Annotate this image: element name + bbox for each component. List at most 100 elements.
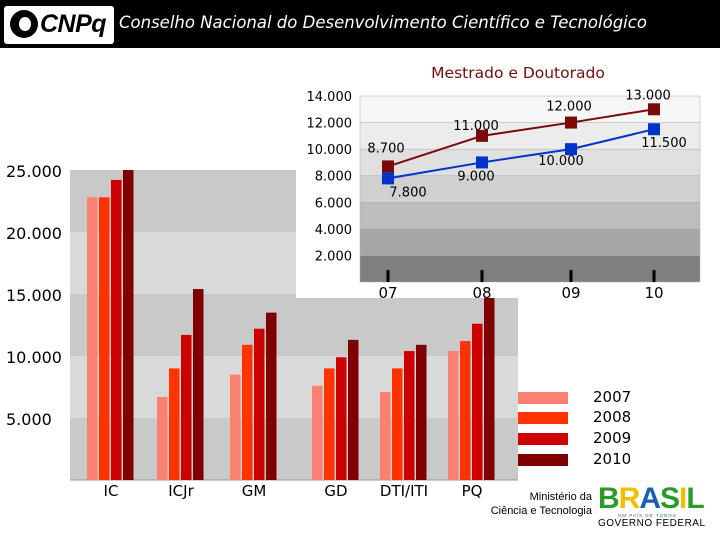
bar-2010-dti-iti xyxy=(416,344,427,480)
bar-chart-bars xyxy=(87,170,495,481)
bar-2009-icjr xyxy=(181,334,192,480)
line-point-mestrado xyxy=(565,116,577,129)
bar-2008-gm xyxy=(242,344,253,480)
bar-chart-y-axis: 5.000 10.000 15.000 20.000 25.000 xyxy=(6,162,62,429)
line-chart-band xyxy=(359,255,701,283)
legend-label-2007: 2007 xyxy=(593,388,632,406)
bar-y-tick-label: 20.000 xyxy=(6,224,62,243)
cnpq-logo: CNPq xyxy=(4,6,114,44)
legend-label-2009: 2009 xyxy=(593,429,632,447)
bar-x-tick-label-ic: IC xyxy=(104,482,119,500)
line-point-doutorado xyxy=(382,172,394,185)
line-data-label-mestrado: 12.000 xyxy=(546,100,592,115)
bar-2010-gm xyxy=(266,312,277,480)
bar-chart-band xyxy=(70,294,518,356)
line-point-mestrado xyxy=(382,160,394,173)
line-point-doutorado xyxy=(476,156,488,169)
bar-2007-icjr xyxy=(157,396,168,480)
legend-swatch-2007 xyxy=(518,392,568,404)
bar-x-tick-label-icjr: ICJr xyxy=(168,482,194,500)
line-chart-inset: 2.000 4.000 6.000 8.000 10.000 12.000 14.000 0… xyxy=(296,48,720,302)
ministry-line-1: Ministério da xyxy=(529,491,592,503)
line-chart-data-labels: 8.700 11.000 12.000 13.000 7.800 9.000 10.000 1… xyxy=(367,88,686,200)
cnpq-logo-icon xyxy=(10,10,38,38)
cnpq-logo-text: CNPq xyxy=(40,10,107,38)
bar-2008-pq xyxy=(460,341,471,480)
legend-label-2010: 2010 xyxy=(593,450,632,468)
bar-2007-gm xyxy=(230,374,241,480)
ministry-line-2: Ciência e Tecnologia xyxy=(490,505,592,517)
line-chart-band xyxy=(359,148,701,176)
bar-x-tick-label-dti-iti: DTI/ITI xyxy=(380,482,428,500)
line-data-label-mestrado: 11.000 xyxy=(453,119,499,134)
bar-2007-pq xyxy=(448,351,459,480)
line-y-tick-label: 4.000 xyxy=(315,223,352,238)
legend-item-2008: 2008 xyxy=(518,408,718,430)
line-y-tick-label: 8.000 xyxy=(315,170,352,185)
line-y-tick-label: 2.000 xyxy=(315,249,352,264)
line-x-tick-label: 09 xyxy=(561,284,580,302)
bar-2008-gd xyxy=(324,368,335,480)
bar-y-tick-label: 25.000 xyxy=(6,162,62,181)
line-series-doutorado xyxy=(387,128,655,180)
bar-chart-band xyxy=(70,356,518,418)
line-point-doutorado xyxy=(648,123,660,136)
bar-chart-band xyxy=(70,418,518,480)
bar-2010-pq xyxy=(484,292,495,480)
legend-item-2007: 2007 xyxy=(518,388,718,410)
bar-x-tick-label-pq: PQ xyxy=(462,482,483,500)
bar-x-tick-label-gm: GM xyxy=(242,482,267,500)
line-series-mestrado xyxy=(387,108,655,168)
line-x-tick-label: 08 xyxy=(472,284,491,302)
bar-2009-ic xyxy=(111,179,122,481)
bar-y-tick-label: 15.000 xyxy=(6,286,62,305)
line-y-tick-label: 6.000 xyxy=(315,196,352,211)
line-x-tick-label: 07 xyxy=(378,284,397,302)
bar-x-tick-label-gd: GD xyxy=(324,482,347,500)
bar-2008-dti-iti xyxy=(392,368,403,480)
line-chart-title: Mestrado e Doutorado xyxy=(431,64,605,82)
legend-swatch-2010 xyxy=(518,454,568,466)
line-chart-series xyxy=(382,103,660,185)
ministry-label: Ministério da Ciência e Tecnologia xyxy=(470,490,592,518)
page-title: Conselho Nacional do Desenvolvimento Cie… xyxy=(119,13,647,32)
line-point-mestrado xyxy=(476,129,488,142)
bar-2010-icjr xyxy=(193,289,204,480)
bar-y-tick-label: 10.000 xyxy=(6,348,62,367)
brasil-logo-word: BRASIL xyxy=(598,482,705,515)
line-chart-band xyxy=(359,122,701,150)
line-data-label-doutorado: 7.800 xyxy=(389,185,426,200)
bar-2009-dti-iti xyxy=(404,351,415,480)
bar-2009-gm xyxy=(254,328,265,480)
brasil-logo: BRASIL UM PAÍS DE TODOS xyxy=(598,482,705,518)
line-chart-band xyxy=(359,202,701,230)
line-y-tick-label: 12.000 xyxy=(307,117,353,132)
bar-chart-x-axis: IC ICJr GM GD DTI/ITI PQ xyxy=(104,482,483,500)
legend-label-2008: 2008 xyxy=(593,408,632,426)
line-y-tick-label: 10.000 xyxy=(307,143,353,158)
line-x-tick-label: 10 xyxy=(644,284,663,302)
line-data-label-doutorado: 10.000 xyxy=(538,154,584,169)
line-data-label-mestrado: 13.000 xyxy=(625,88,671,103)
line-chart-band xyxy=(359,175,701,203)
legend-item-2009: 2009 xyxy=(518,429,718,451)
legend-item-2010: 2010 xyxy=(518,450,718,472)
legend-swatch-2009 xyxy=(518,433,568,445)
line-chart-band xyxy=(359,95,701,123)
line-chart-band xyxy=(359,228,701,256)
bar-y-tick-label: 5.000 xyxy=(6,410,52,429)
line-point-doutorado xyxy=(565,143,577,156)
bar-2009-gd xyxy=(336,357,347,480)
brasil-tagline: UM PAÍS DE TODOS xyxy=(618,513,677,518)
line-point-mestrado xyxy=(648,103,660,116)
line-data-label-doutorado: 9.000 xyxy=(457,169,494,184)
bar-2010-gd xyxy=(348,339,359,480)
line-y-tick-label: 14.000 xyxy=(307,90,353,105)
line-chart-y-axis: 2.000 4.000 6.000 8.000 10.000 12.000 14.000 xyxy=(307,90,353,264)
bar-2009-pq xyxy=(472,323,483,480)
bar-2008-ic xyxy=(99,197,110,480)
line-data-label-doutorado: 11.500 xyxy=(641,136,687,151)
line-chart-x-axis: 07 08 09 10 xyxy=(378,270,664,302)
bar-2008-icjr xyxy=(169,368,180,480)
